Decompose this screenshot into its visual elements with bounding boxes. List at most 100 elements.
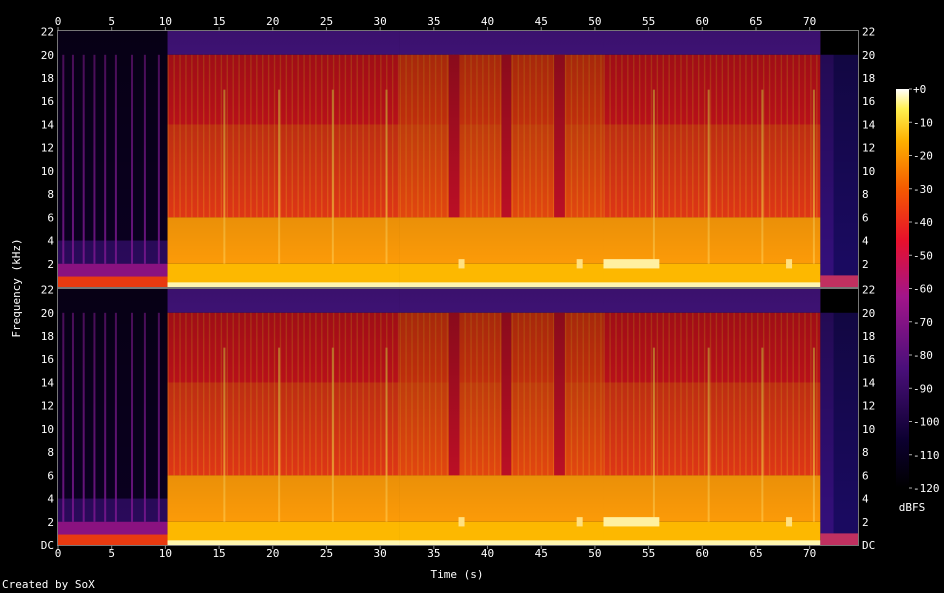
y-tick-label-ch2: 14 — [41, 376, 55, 389]
y-tick-label-ch1: 10 — [41, 165, 54, 178]
y-tick-label-ch1-right: 10 — [862, 165, 875, 178]
x-tick-label-top: 5 — [108, 15, 115, 28]
colorbar-tick-label: +0 — [913, 83, 926, 96]
x-tick-label-top: 20 — [266, 15, 279, 28]
colorbar-tick-label: -40 — [913, 216, 933, 229]
y-tick-label-ch2-right: 2 — [862, 516, 869, 529]
x-tick-label-top: 35 — [427, 15, 440, 28]
x-tick-label-top: 65 — [749, 15, 762, 28]
colorbar-tick-label: -20 — [913, 150, 933, 163]
x-tick-label-top: 40 — [481, 15, 494, 28]
y-tick-label-ch1-right: 20 — [862, 49, 875, 62]
y-tick-label-ch1-right: 16 — [862, 95, 875, 108]
y-tick-label-ch1-right: 12 — [862, 142, 875, 155]
y-tick-label-ch1: 2 — [47, 258, 54, 271]
y-tick-label-ch2: 20 — [41, 307, 54, 320]
y-axis-label: Frequency (kHz) — [10, 238, 23, 337]
colorbar — [896, 89, 909, 488]
x-tick-label-top: 30 — [374, 15, 387, 28]
y-tick-label-ch1-right: 22 — [862, 26, 875, 39]
x-tick-label-top: 15 — [212, 15, 225, 28]
y-tick-label-ch1-right: 18 — [862, 72, 875, 85]
y-tick-label-ch2-right: 22 — [862, 284, 875, 297]
y-tick-label-ch2-right: 12 — [862, 400, 875, 413]
y-tick-label-ch2: DC — [41, 539, 54, 552]
x-tick-label: 45 — [535, 547, 548, 560]
y-tick-label-ch2-right: 20 — [862, 307, 875, 320]
y-tick-label-ch2: 2 — [47, 516, 54, 529]
x-tick-label: 55 — [642, 547, 655, 560]
x-axis-label: Time (s) — [431, 568, 484, 581]
y-tick-label-ch2: 6 — [47, 469, 54, 482]
y-tick-label-ch1: 6 — [47, 211, 54, 224]
y-tick-label-ch2: 8 — [47, 446, 54, 459]
x-tick-label: 40 — [481, 547, 494, 560]
y-tick-label-ch1-right: 6 — [862, 211, 869, 224]
y-tick-label-ch2: 12 — [41, 400, 54, 413]
y-tick-label-ch1: 16 — [41, 95, 54, 108]
channel-2-spectrogram — [57, 288, 859, 546]
x-tick-label-top: 10 — [159, 15, 172, 28]
x-tick-label: 0 — [55, 547, 62, 560]
x-tick-label-top: 45 — [535, 15, 548, 28]
y-tick-label-ch1: 12 — [41, 142, 54, 155]
x-tick-label: 5 — [108, 547, 115, 560]
axes: 0055101015152020252530303535404045455050… — [41, 15, 876, 560]
colorbar-tick-label: -80 — [913, 349, 933, 362]
y-tick-label-ch1-right: 2 — [862, 258, 869, 271]
x-tick-label: 35 — [427, 547, 440, 560]
y-tick-label-ch1-right: 14 — [862, 118, 876, 131]
y-tick-label-ch2: 22 — [41, 284, 54, 297]
plot-frame — [57, 30, 859, 288]
colorbar-tick-label: -90 — [913, 382, 933, 395]
colorbar-tick-label: -100 — [913, 416, 940, 429]
x-tick-label: 50 — [588, 547, 601, 560]
frequency-shade — [58, 31, 858, 287]
y-tick-label-ch1: 20 — [41, 49, 54, 62]
x-tick-label-top: 50 — [588, 15, 601, 28]
colorbar-tick-label: -50 — [913, 249, 933, 262]
x-tick-label-top: 25 — [320, 15, 333, 28]
x-tick-label: 20 — [266, 547, 279, 560]
y-tick-label-ch2: 16 — [41, 353, 54, 366]
y-tick-label-ch1: 8 — [47, 188, 54, 201]
colorbar-tick-label: -110 — [913, 449, 940, 462]
x-tick-label: 25 — [320, 547, 333, 560]
colorbar-tick-label: -60 — [913, 283, 933, 296]
x-tick-label: 70 — [803, 547, 816, 560]
x-tick-label-top: 0 — [55, 15, 62, 28]
y-tick-label-ch1: 18 — [41, 72, 54, 85]
x-tick-label: 60 — [696, 547, 709, 560]
credit-text: Created by SoX — [2, 578, 95, 591]
y-tick-label-ch2-right: 10 — [862, 423, 875, 436]
colorbar-ticks: +0 -10 -20 -30 -40 -50 -60 -70 -80 -90 -100 -110 -12… — [909, 83, 940, 495]
colorbar-tick-label: -120 — [913, 482, 940, 495]
y-tick-label-ch2-right: 16 — [862, 353, 875, 366]
y-tick-label-ch1-right: 4 — [862, 235, 869, 248]
x-tick-label: 10 — [159, 547, 172, 560]
colorbar-label: dBFS — [899, 501, 926, 514]
frequency-shade — [58, 289, 858, 545]
x-tick-label-top: 60 — [696, 15, 709, 28]
colorbar-tick-label: -70 — [913, 316, 933, 329]
y-tick-label-ch2-right: DC — [862, 539, 875, 552]
channel-1-spectrogram — [57, 30, 859, 288]
x-tick-label: 30 — [374, 547, 387, 560]
y-tick-label-ch2-right: 18 — [862, 330, 875, 343]
plot-frame — [57, 288, 859, 546]
colorbar-tick-label: -10 — [913, 116, 933, 129]
y-tick-label-ch2-right: 14 — [862, 376, 876, 389]
y-tick-label-ch1-right: 8 — [862, 188, 869, 201]
y-tick-label-ch2-right: 8 — [862, 446, 869, 459]
y-tick-label-ch1: 4 — [47, 235, 54, 248]
x-tick-label-top: 55 — [642, 15, 655, 28]
y-tick-label-ch2: 10 — [41, 423, 54, 436]
x-tick-label: 65 — [749, 547, 762, 560]
colorbar-tick-label: -30 — [913, 183, 933, 196]
y-tick-label-ch2-right: 4 — [862, 493, 869, 506]
y-tick-label-ch2-right: 6 — [862, 469, 869, 482]
y-tick-label-ch2: 18 — [41, 330, 54, 343]
y-tick-label-ch1: 22 — [41, 26, 54, 39]
x-tick-label-top: 70 — [803, 15, 816, 28]
